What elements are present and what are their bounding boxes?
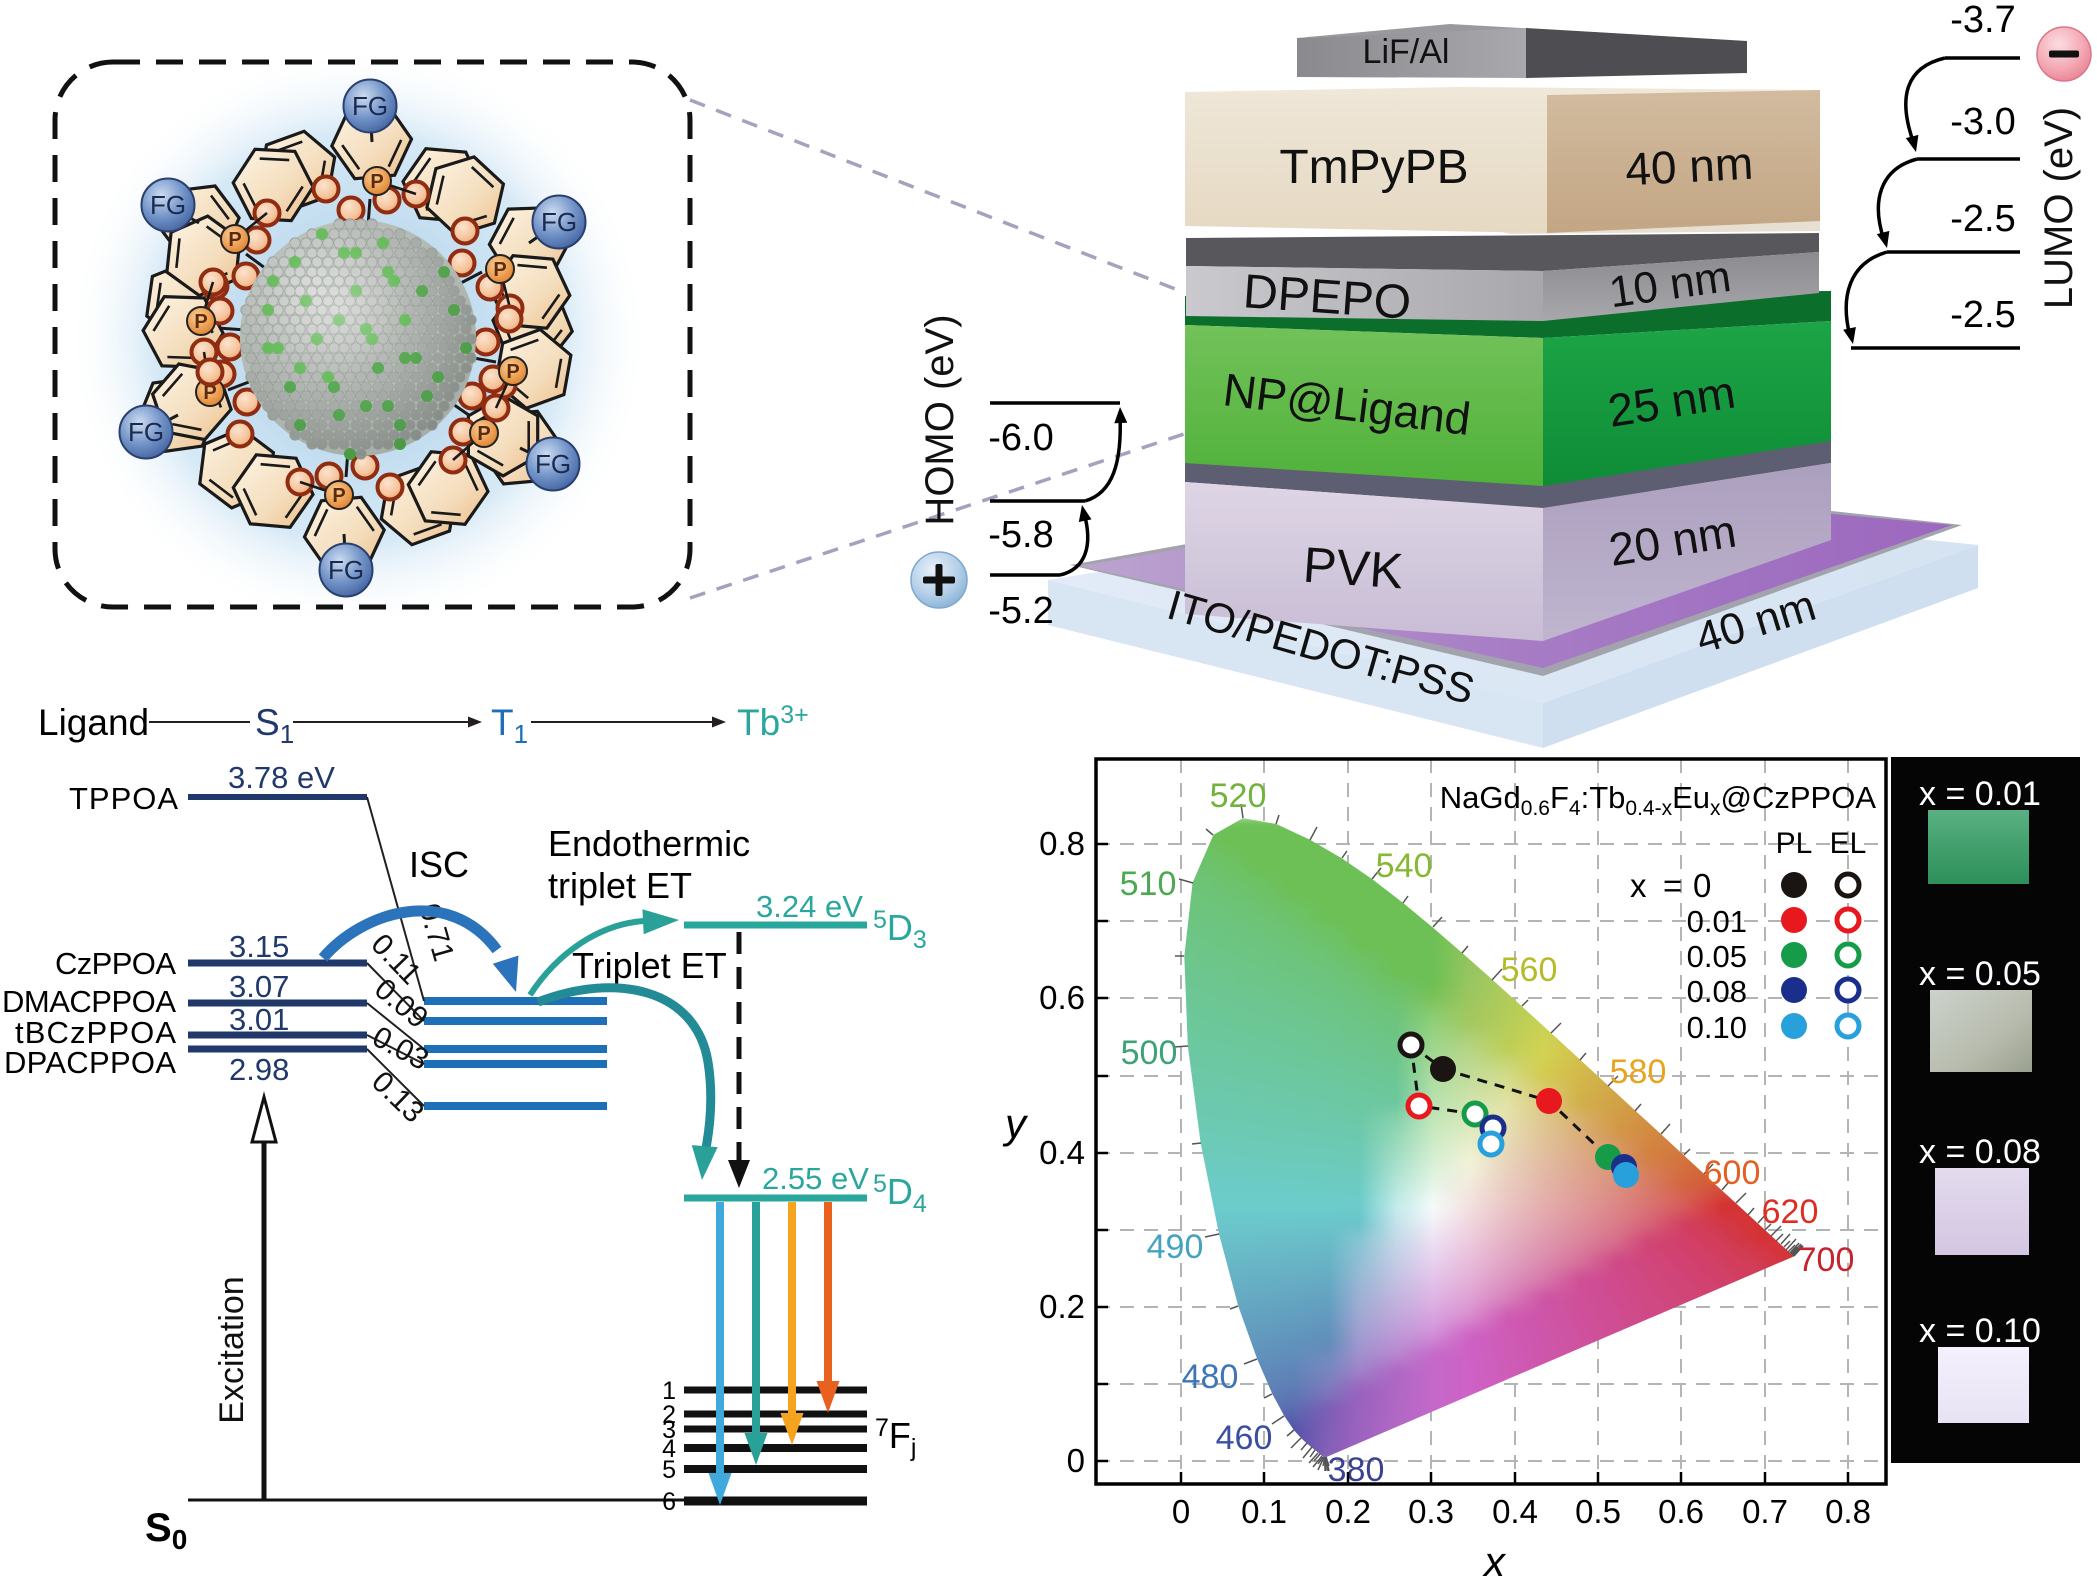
svg-text:P: P bbox=[493, 259, 506, 281]
svg-text:0.01: 0.01 bbox=[1687, 904, 1747, 939]
svg-text:CzPPOA: CzPPOA bbox=[55, 946, 176, 981]
svg-text:x = 0.10: x = 0.10 bbox=[1919, 1312, 2041, 1350]
svg-text:0.4: 0.4 bbox=[1039, 1134, 1085, 1171]
svg-text:540: 540 bbox=[1376, 847, 1433, 885]
svg-text:P: P bbox=[203, 382, 216, 404]
svg-text:PVK: PVK bbox=[1301, 537, 1405, 600]
svg-text:y: y bbox=[1002, 1100, 1029, 1147]
svg-text:tBCzPPOA: tBCzPPOA bbox=[15, 1015, 176, 1050]
svg-text:-2.5: -2.5 bbox=[1950, 294, 2015, 336]
svg-text:0.1: 0.1 bbox=[1241, 1493, 1287, 1530]
svg-text:700: 700 bbox=[1798, 1241, 1855, 1279]
svg-text:FG: FG bbox=[541, 207, 577, 237]
svg-text:P: P bbox=[332, 485, 345, 507]
svg-text:500: 500 bbox=[1121, 1034, 1178, 1072]
svg-text:FG: FG bbox=[535, 449, 571, 479]
svg-text:S1: S1 bbox=[255, 702, 294, 749]
svg-text:0.7: 0.7 bbox=[1742, 1493, 1788, 1530]
svg-text:3.78 eV: 3.78 eV bbox=[228, 760, 335, 795]
svg-text:0: 0 bbox=[1172, 1493, 1190, 1530]
svg-text:0.6: 0.6 bbox=[1658, 1493, 1704, 1530]
svg-text:0: 0 bbox=[1067, 1442, 1085, 1479]
svg-text:-3.0: -3.0 bbox=[1950, 101, 2015, 143]
svg-text:S0: S0 bbox=[145, 1506, 187, 1555]
svg-text:2.55 eV: 2.55 eV bbox=[762, 1161, 869, 1196]
svg-text:1: 1 bbox=[662, 1377, 676, 1405]
svg-text:0.3: 0.3 bbox=[1408, 1493, 1454, 1530]
svg-text:-5.8: -5.8 bbox=[988, 514, 1053, 556]
svg-text:x=0: x = 0 bbox=[1630, 867, 1711, 904]
svg-text:Triplet ET: Triplet ET bbox=[572, 945, 727, 986]
svg-text:P: P bbox=[228, 229, 241, 251]
svg-text:3.24 eV: 3.24 eV bbox=[756, 889, 863, 924]
svg-text:FG: FG bbox=[352, 91, 388, 121]
svg-text:0.05: 0.05 bbox=[1687, 939, 1747, 974]
svg-text:TmPyPB: TmPyPB bbox=[1279, 141, 1468, 194]
svg-text:560: 560 bbox=[1501, 951, 1558, 989]
svg-text:580: 580 bbox=[1610, 1053, 1667, 1091]
svg-text:0.4: 0.4 bbox=[1492, 1493, 1538, 1530]
svg-text:480: 480 bbox=[1182, 1358, 1239, 1396]
svg-text:DPACPPOA: DPACPPOA bbox=[4, 1045, 176, 1080]
svg-text:Endothermic: Endothermic bbox=[548, 823, 750, 864]
svg-text:P: P bbox=[477, 423, 490, 445]
svg-text:NaGd0.6F4:Tb0.4-xEux@CzPPOA: NaGd0.6F4:Tb0.4-xEux@CzPPOA bbox=[1440, 780, 1877, 820]
svg-text:FG: FG bbox=[328, 555, 364, 585]
svg-text:2.98: 2.98 bbox=[229, 1052, 289, 1087]
svg-text:x = 0.08: x = 0.08 bbox=[1919, 1133, 2041, 1171]
svg-text:0.5: 0.5 bbox=[1575, 1493, 1621, 1530]
svg-text:ISC: ISC bbox=[409, 844, 469, 885]
svg-text:-6.0: -6.0 bbox=[988, 417, 1053, 459]
svg-text:4: 4 bbox=[662, 1435, 676, 1463]
svg-text:0.08: 0.08 bbox=[1687, 974, 1747, 1009]
svg-text:0.2: 0.2 bbox=[1325, 1493, 1371, 1530]
svg-text:600: 600 bbox=[1704, 1154, 1761, 1192]
svg-text:620: 620 bbox=[1762, 1193, 1819, 1231]
svg-text:0.2: 0.2 bbox=[1039, 1288, 1085, 1325]
svg-text:510: 510 bbox=[1120, 865, 1177, 903]
svg-text:LUMO (eV): LUMO (eV) bbox=[2037, 107, 2081, 309]
svg-text:P: P bbox=[506, 361, 519, 383]
svg-text:520: 520 bbox=[1210, 777, 1267, 815]
svg-text:Tb3+: Tb3+ bbox=[737, 701, 809, 743]
svg-text:HOMO (eV): HOMO (eV) bbox=[918, 314, 962, 525]
svg-text:FG: FG bbox=[128, 417, 164, 447]
svg-text:3: 3 bbox=[662, 1416, 676, 1444]
svg-text:Ligand: Ligand bbox=[38, 702, 149, 743]
svg-text:3.15: 3.15 bbox=[229, 929, 289, 964]
svg-text:0.8: 0.8 bbox=[1039, 825, 1085, 862]
svg-text:FG: FG bbox=[150, 190, 186, 220]
svg-text:P: P bbox=[370, 171, 383, 193]
svg-text:3.01: 3.01 bbox=[229, 1002, 289, 1037]
svg-text:Excitation: Excitation bbox=[213, 1276, 251, 1423]
svg-text:EL: EL bbox=[1830, 827, 1867, 860]
svg-text:x: x bbox=[1482, 1538, 1507, 1578]
svg-text:triplet ET: triplet ET bbox=[548, 865, 692, 906]
svg-text:PL: PL bbox=[1776, 827, 1813, 860]
svg-text:-5.2: -5.2 bbox=[988, 590, 1053, 632]
svg-text:LiF/Al: LiF/Al bbox=[1363, 33, 1450, 71]
svg-text:40 nm: 40 nm bbox=[1624, 137, 1754, 196]
svg-text:-3.7: -3.7 bbox=[1950, 0, 2015, 41]
svg-text:490: 490 bbox=[1147, 1228, 1204, 1266]
svg-text:0.6: 0.6 bbox=[1039, 979, 1085, 1016]
svg-text:x = 0.05: x = 0.05 bbox=[1919, 955, 2041, 993]
svg-text:2: 2 bbox=[662, 1401, 676, 1429]
svg-text:DMACPPOA: DMACPPOA bbox=[2, 984, 176, 1019]
svg-text:0.10: 0.10 bbox=[1687, 1010, 1747, 1045]
svg-text:TPPOA: TPPOA bbox=[69, 781, 178, 816]
svg-text:6: 6 bbox=[662, 1488, 676, 1516]
svg-text:x = 0.01: x = 0.01 bbox=[1919, 775, 2041, 813]
svg-text:DPEPO: DPEPO bbox=[1241, 265, 1412, 330]
svg-text:5: 5 bbox=[662, 1456, 676, 1484]
svg-text:0.8: 0.8 bbox=[1825, 1493, 1871, 1530]
svg-text:460: 460 bbox=[1216, 1419, 1273, 1457]
svg-text:-2.5: -2.5 bbox=[1950, 198, 2015, 240]
svg-text:3.07: 3.07 bbox=[229, 969, 289, 1004]
svg-text:P: P bbox=[194, 311, 207, 333]
